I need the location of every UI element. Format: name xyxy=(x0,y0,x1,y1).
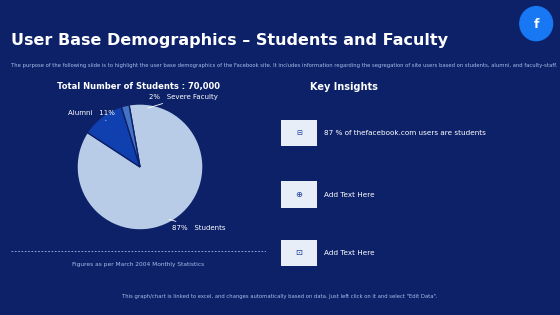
Wedge shape xyxy=(77,104,203,230)
Text: The purpose of the following slide is to highlight the user base demographics of: The purpose of the following slide is to… xyxy=(11,63,557,68)
Text: ⊕: ⊕ xyxy=(296,190,302,199)
Text: User Base Demographics – Students and Faculty: User Base Demographics – Students and Fa… xyxy=(11,33,448,48)
Circle shape xyxy=(520,7,553,41)
Text: ⊟: ⊟ xyxy=(296,130,302,136)
Text: Add Text Here: Add Text Here xyxy=(324,192,375,198)
Wedge shape xyxy=(87,107,140,167)
FancyBboxPatch shape xyxy=(281,181,317,208)
Wedge shape xyxy=(122,105,140,167)
Text: f: f xyxy=(534,18,539,31)
Text: Key Insights: Key Insights xyxy=(310,82,378,92)
Text: Total Number of Students : 70,000: Total Number of Students : 70,000 xyxy=(57,82,220,91)
Text: This graph/chart is linked to excel, and changes automatically based on data. Ju: This graph/chart is linked to excel, and… xyxy=(122,294,438,299)
Text: ⊡: ⊡ xyxy=(296,249,302,257)
Text: Alumni   11%: Alumni 11% xyxy=(68,110,114,120)
Text: Add Text Here: Add Text Here xyxy=(324,250,375,256)
Text: 87 % of thefacebook.com users are students: 87 % of thefacebook.com users are studen… xyxy=(324,130,486,136)
Text: Figures as per March 2004 Monthly Statistics: Figures as per March 2004 Monthly Statis… xyxy=(72,262,205,267)
Text: 87%   Students: 87% Students xyxy=(169,219,225,231)
FancyBboxPatch shape xyxy=(281,120,317,146)
Text: 2%   Severe Faculty: 2% Severe Faculty xyxy=(148,94,218,108)
FancyBboxPatch shape xyxy=(281,240,317,266)
